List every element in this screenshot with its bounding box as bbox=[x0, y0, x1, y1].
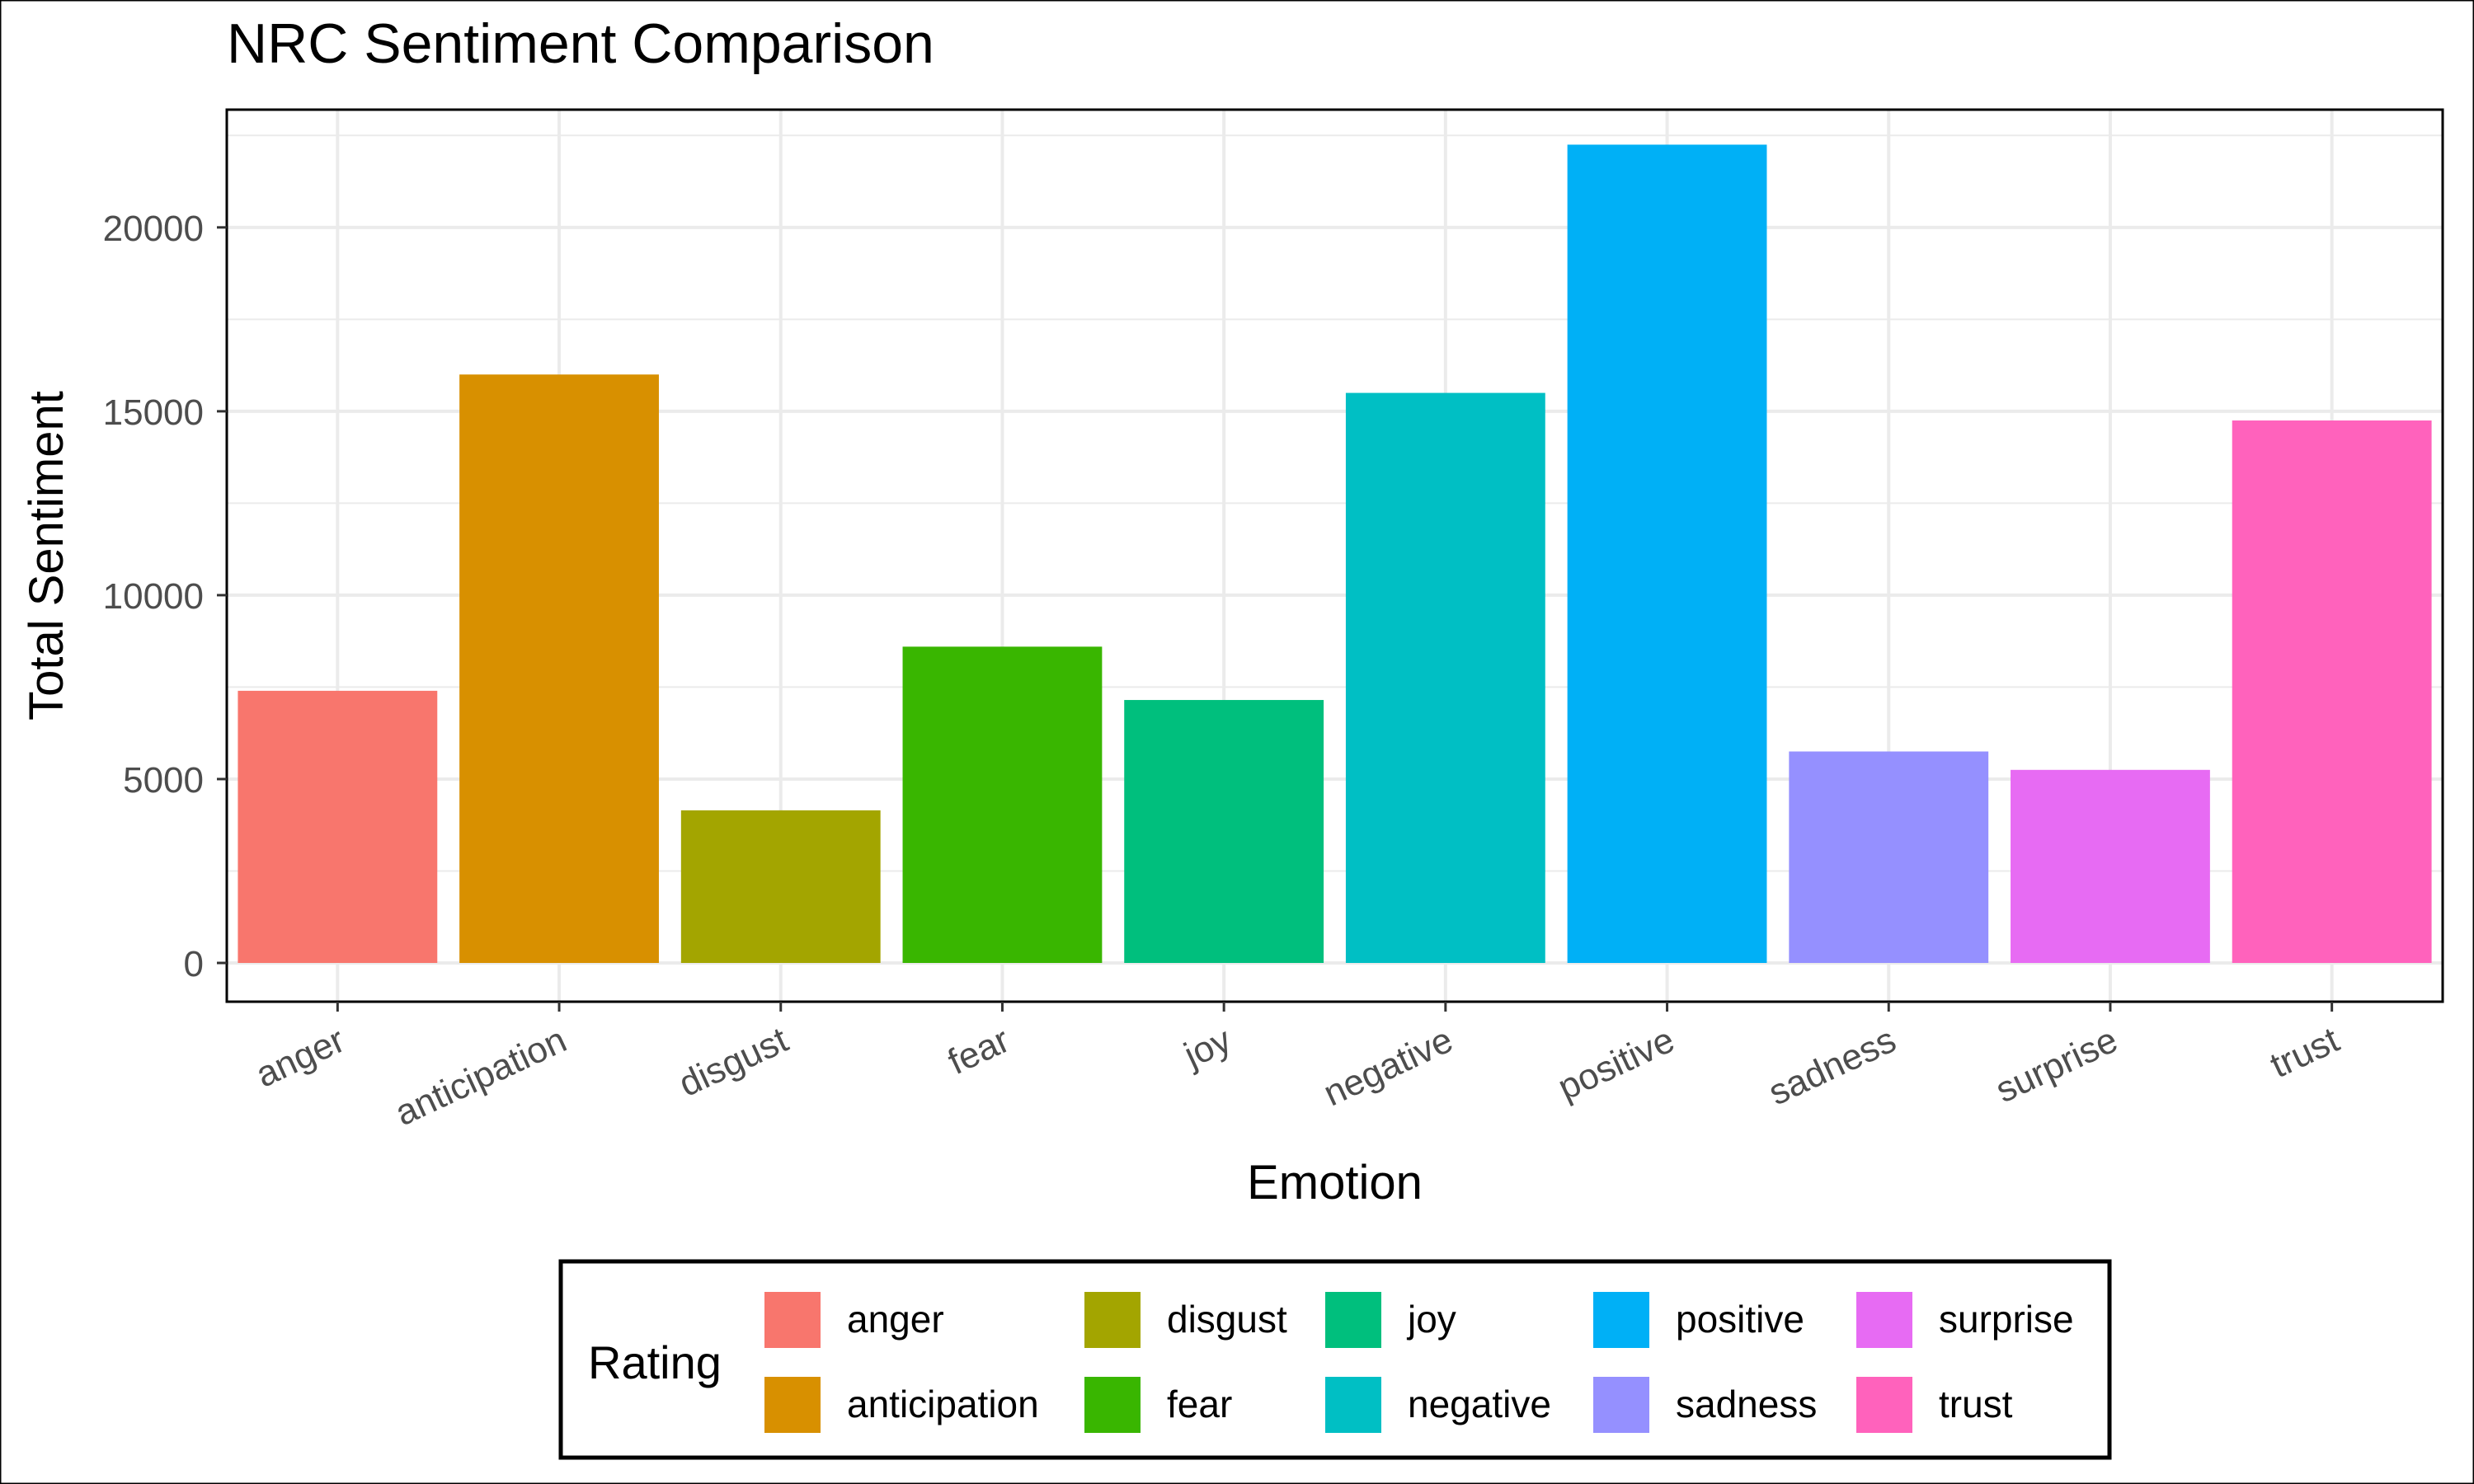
legend-title: Rating bbox=[588, 1336, 722, 1388]
legend-label: sadness bbox=[1676, 1383, 1817, 1425]
legend-label: anger bbox=[847, 1298, 944, 1341]
bar-anger bbox=[238, 690, 438, 963]
y-tick-label: 20000 bbox=[103, 209, 204, 249]
bar-positive bbox=[1567, 144, 1767, 963]
legend-swatch-anger bbox=[764, 1292, 821, 1348]
legend-swatch-surprise bbox=[1856, 1292, 1912, 1348]
y-tick-label: 0 bbox=[184, 944, 204, 984]
y-axis: 0 5000 10000 15000 20000 bbox=[103, 209, 227, 984]
chart-title: NRC Sentiment Comparison bbox=[227, 12, 934, 75]
legend-swatch-positive bbox=[1593, 1292, 1649, 1348]
legend-items: anger anticipation disgust fear joy negative p… bbox=[764, 1292, 2074, 1433]
legend-label: positive bbox=[1676, 1298, 1804, 1341]
plot-panel-border bbox=[225, 108, 2444, 1003]
legend-swatch-sadness bbox=[1593, 1377, 1649, 1433]
legend-swatch-joy bbox=[1325, 1292, 1381, 1348]
legend: Rating anger anticipation disgust fear joy ne… bbox=[558, 1259, 2112, 1460]
legend-label: anticipation bbox=[847, 1383, 1039, 1425]
x-axis-title: Emotion bbox=[1247, 1156, 1423, 1209]
bars bbox=[238, 144, 2432, 964]
legend-label: joy bbox=[1406, 1298, 1456, 1341]
y-tick-label: 5000 bbox=[123, 760, 204, 801]
bar-disgust bbox=[680, 810, 881, 963]
bar-trust bbox=[2232, 420, 2432, 963]
legend-swatch-disgust bbox=[1084, 1292, 1141, 1348]
bar-fear bbox=[902, 646, 1103, 963]
bar-sadness bbox=[1789, 751, 1989, 963]
y-tick-label: 10000 bbox=[103, 576, 204, 617]
legend-swatch-trust bbox=[1856, 1377, 1912, 1433]
legend-swatch-anticipation bbox=[764, 1377, 821, 1433]
y-tick-label: 15000 bbox=[103, 392, 204, 433]
legend-label: disgust bbox=[1167, 1298, 1287, 1341]
y-axis-title: Total Sentiment bbox=[20, 391, 73, 721]
bar-joy bbox=[1124, 700, 1324, 963]
legend-label: trust bbox=[1939, 1383, 2013, 1425]
bar-surprise bbox=[2011, 769, 2210, 963]
bar-anticipation bbox=[459, 374, 659, 963]
legend-label: negative bbox=[1408, 1383, 1551, 1425]
legend-label: fear bbox=[1167, 1383, 1232, 1425]
legend-swatch-fear bbox=[1084, 1377, 1141, 1433]
bar-negative bbox=[1345, 392, 1545, 964]
legend-label: surprise bbox=[1939, 1298, 2074, 1341]
legend-swatch-negative bbox=[1325, 1377, 1381, 1433]
